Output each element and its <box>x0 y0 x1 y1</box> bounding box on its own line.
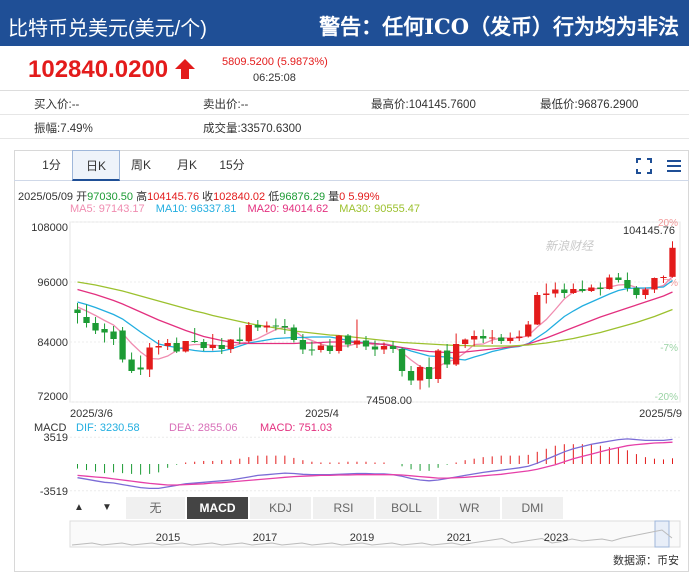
open-label: 开 <box>76 191 88 203</box>
up-arrow-icon <box>175 59 195 79</box>
open-value: 97030.50 <box>87 191 134 203</box>
stats-row: 买入价:-- 卖出价:-- 最高价:104145.7600 最低价:96876.… <box>0 91 689 115</box>
low-value: 96876.29 <box>279 191 326 203</box>
ma10-label: MA10: 96337.81 <box>155 203 237 215</box>
change-pct: 5.99% <box>348 191 380 203</box>
indicator-rsi[interactable]: RSI <box>313 497 375 519</box>
info-date: 2025/05/09 <box>18 191 74 203</box>
current-price: 102840.0200 <box>28 56 169 83</box>
title-bar: 比特币兑美元(美元/个) 警告：任何ICO（发币）行为均为非法 <box>0 0 689 46</box>
stats-row: 振幅:7.49% 成交量:33570.6300 <box>0 115 689 139</box>
volume-label: 量 <box>328 191 340 203</box>
tab-monthly[interactable]: 月K <box>176 158 197 172</box>
volume: 成交量:33570.6300 <box>203 123 302 135</box>
page-title: 比特币兑美元(美元/个) <box>8 18 207 40</box>
warning-text: 警告：任何ICO（发币）行为均为非法 <box>319 14 679 39</box>
tab-15min[interactable]: 15分 <box>219 158 245 172</box>
indicator-boll[interactable]: BOLL <box>376 497 438 519</box>
tab-weekly[interactable]: 周K <box>130 158 151 172</box>
data-source: 数据源：币安 <box>613 555 679 567</box>
indicator-dmi[interactable]: DMI <box>502 497 564 519</box>
low-label: 低 <box>268 191 280 203</box>
indicator-wr[interactable]: WR <box>439 497 501 519</box>
high-price: 最高价:104145.7600 <box>371 99 476 111</box>
fullscreen-icon[interactable] <box>636 158 652 174</box>
scroll-up-icon[interactable]: ▲ <box>74 502 84 513</box>
scroll-down-icon[interactable]: ▼ <box>102 502 112 513</box>
indicator-tabs: 无 MACD KDJ RSI BOLL WR DMI <box>70 497 680 519</box>
ma20-label: MA20: 94014.62 <box>247 203 329 215</box>
price-change: 5809.5200 (5.9873%) <box>222 56 328 68</box>
sell-price: 卖出价:-- <box>203 99 249 111</box>
indicator-none[interactable]: 无 <box>126 497 186 519</box>
low-price: 最低价:96876.2900 <box>540 99 639 111</box>
high-label: 高 <box>136 191 148 203</box>
ma30-label: MA30: 90555.47 <box>339 203 421 215</box>
indicator-macd[interactable]: MACD <box>187 497 249 519</box>
ma5-label: MA5: 97143.17 <box>70 203 145 215</box>
volume-value: 0 <box>339 191 346 203</box>
period-tabs: 1分 日K 周K 月K 15分 <box>14 150 689 181</box>
tab-1min[interactable]: 1分 <box>42 158 61 172</box>
quote-time: 06:25:08 <box>253 72 296 84</box>
close-value: 102840.02 <box>213 191 266 203</box>
ma-legend: MA5: 97143.17 MA10: 96337.81 MA20: 94014… <box>70 203 428 215</box>
tab-daily[interactable]: 日K <box>72 150 120 181</box>
close-label: 收 <box>202 191 214 203</box>
amplitude: 振幅:7.49% <box>34 123 93 135</box>
ohlc-info: 2025/05/09 开97030.50 高104145.76 收102840.… <box>18 188 380 204</box>
menu-icon[interactable] <box>666 158 682 174</box>
stats-table: 买入价:-- 卖出价:-- 最高价:104145.7600 最低价:96876.… <box>0 90 689 139</box>
buy-price: 买入价:-- <box>34 99 80 111</box>
high-value: 104145.76 <box>147 191 200 203</box>
indicator-kdj[interactable]: KDJ <box>250 497 312 519</box>
